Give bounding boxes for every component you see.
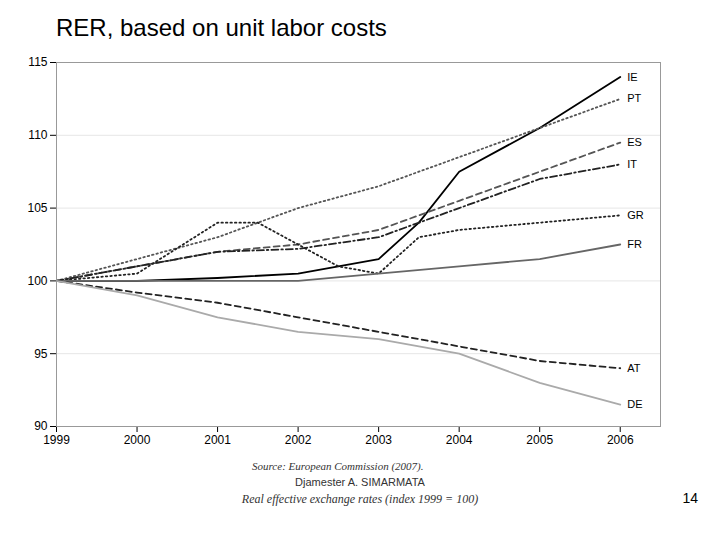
html-text:Djamester A. SIMARMATA: Djamester A. SIMARMATA — [295, 476, 425, 488]
svg-text:2001: 2001 — [204, 433, 231, 447]
svg-text:PT: PT — [627, 92, 641, 104]
svg-text:DE: DE — [627, 398, 642, 410]
svg-text:FR: FR — [627, 238, 642, 250]
svg-text:IE: IE — [627, 71, 637, 83]
svg-text:100: 100 — [27, 274, 47, 288]
svg-text:110: 110 — [28, 128, 47, 142]
svg-text:2000: 2000 — [124, 433, 151, 447]
svg-text:105: 105 — [27, 201, 47, 215]
svg-text:2005: 2005 — [526, 433, 553, 447]
svg-text:2004: 2004 — [446, 433, 473, 447]
html-text:Source: European Commission (2: Source: European Commission (2007). — [252, 460, 424, 472]
svg-text:115: 115 — [28, 55, 47, 69]
html-text:14: 14 — [682, 490, 698, 506]
svg-text:95: 95 — [34, 347, 48, 361]
svg-text:AT: AT — [627, 362, 641, 374]
html-text:Real effective exchange rates: Real effective exchange rates (index 199… — [241, 492, 479, 506]
svg-text:2002: 2002 — [285, 433, 312, 447]
svg-text:ES: ES — [627, 136, 642, 148]
svg-text:2003: 2003 — [365, 433, 392, 447]
svg-text:GR: GR — [627, 209, 644, 221]
svg-text:2006: 2006 — [607, 433, 634, 447]
svg-text:1999: 1999 — [43, 433, 70, 447]
svg-text:IT: IT — [627, 158, 637, 170]
svg-text:90: 90 — [34, 419, 48, 433]
html-text:RER, based on unit labor costs: RER, based on unit labor costs — [56, 14, 387, 41]
